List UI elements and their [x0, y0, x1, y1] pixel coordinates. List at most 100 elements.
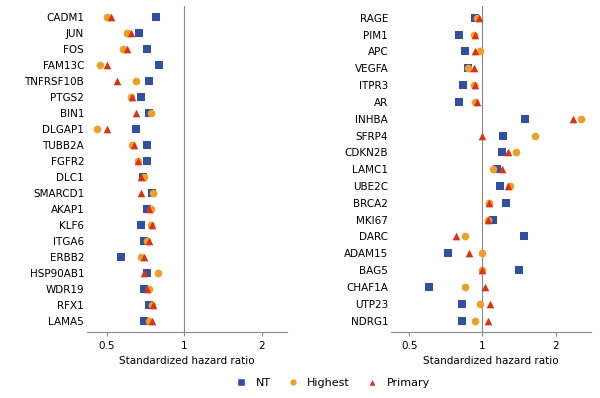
Point	[139, 174, 149, 180]
Point	[149, 190, 158, 196]
Point	[469, 31, 478, 38]
Point	[515, 267, 524, 273]
Point	[483, 317, 493, 324]
Point	[483, 217, 493, 223]
Point	[485, 300, 494, 307]
Point	[139, 286, 149, 292]
Point	[463, 65, 473, 71]
Point	[139, 238, 149, 244]
Point	[144, 78, 154, 84]
Point	[136, 254, 146, 260]
Point	[92, 126, 102, 133]
Point	[470, 317, 479, 324]
Point	[454, 31, 464, 38]
Point	[443, 250, 452, 256]
Point	[128, 142, 137, 148]
Point	[144, 238, 154, 244]
Point	[128, 94, 137, 100]
Point	[126, 94, 136, 100]
Point	[469, 82, 478, 88]
Point	[424, 284, 433, 290]
Point	[472, 99, 482, 105]
Point	[497, 166, 506, 172]
Point	[131, 110, 141, 116]
Point	[470, 31, 479, 38]
Point	[153, 270, 163, 276]
Point	[146, 206, 155, 212]
Point	[149, 302, 158, 308]
Point	[501, 200, 511, 206]
Point	[131, 78, 141, 84]
Point	[461, 48, 470, 55]
Point	[131, 126, 141, 133]
Point	[463, 65, 473, 71]
Point	[476, 48, 485, 55]
Point	[457, 317, 466, 324]
Point	[495, 183, 505, 189]
Point	[144, 110, 154, 116]
Point	[478, 267, 487, 273]
Point	[146, 222, 155, 228]
Point	[126, 30, 136, 36]
Point	[143, 286, 152, 292]
Point	[112, 78, 122, 84]
Point	[499, 132, 508, 139]
Legend: NT, Highest, Primary: NT, Highest, Primary	[226, 374, 434, 392]
Point	[480, 284, 490, 290]
Point	[497, 149, 506, 156]
Point	[116, 254, 126, 260]
Point	[130, 142, 139, 148]
Point	[478, 132, 487, 139]
Point	[505, 183, 515, 189]
Point	[484, 200, 493, 206]
Point	[512, 149, 521, 156]
Point	[136, 190, 146, 196]
Point	[568, 115, 577, 122]
Point	[144, 318, 154, 324]
Point	[102, 14, 112, 20]
Point	[470, 82, 479, 88]
Point	[95, 62, 104, 68]
Point	[476, 300, 485, 307]
Point	[139, 254, 149, 260]
Point	[454, 99, 464, 105]
Point	[577, 115, 586, 122]
Point	[478, 250, 487, 256]
Point	[144, 286, 154, 292]
Point	[519, 233, 529, 240]
Point	[143, 158, 152, 164]
Point	[102, 62, 112, 68]
Point	[493, 166, 502, 172]
Point	[139, 318, 149, 324]
Point	[143, 46, 152, 53]
Point	[143, 142, 152, 148]
Point	[457, 300, 466, 307]
Point	[451, 233, 461, 240]
Point	[136, 174, 146, 180]
X-axis label: Standardized hazard ratio: Standardized hazard ratio	[119, 355, 255, 365]
Point	[154, 62, 164, 68]
Point	[136, 94, 146, 100]
Point	[475, 15, 484, 21]
Point	[461, 284, 470, 290]
Point	[470, 15, 479, 21]
Point	[136, 222, 146, 228]
Point	[118, 46, 128, 53]
Point	[483, 217, 493, 223]
Point	[503, 183, 513, 189]
Point	[143, 238, 152, 244]
Point	[488, 217, 497, 223]
Point	[144, 302, 154, 308]
Point	[520, 115, 530, 122]
Point	[478, 267, 487, 273]
Point	[133, 158, 142, 164]
Point	[147, 302, 157, 308]
Point	[147, 222, 157, 228]
Point	[139, 270, 149, 276]
Point	[488, 166, 497, 172]
Point	[530, 132, 540, 139]
Point	[122, 30, 132, 36]
Point	[152, 14, 161, 20]
Point	[143, 206, 152, 212]
Point	[147, 190, 157, 196]
